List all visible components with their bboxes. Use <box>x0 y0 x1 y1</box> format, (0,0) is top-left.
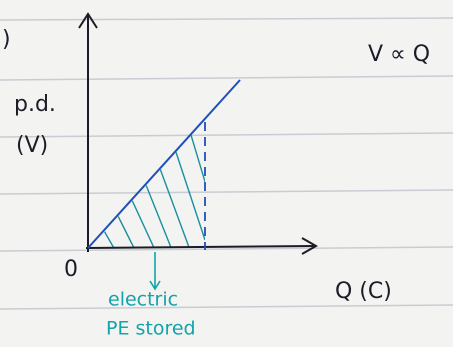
relation: V ∝ Q <box>368 42 430 67</box>
annotation: electric <box>108 289 178 311</box>
x-label: Q (C) <box>335 279 392 304</box>
note-page: ) V ∝ Q p.d. (V) 0 Q (C) electric PE sto… <box>0 0 453 347</box>
pointer-arrow <box>150 252 160 289</box>
annotation: PE stored <box>106 318 196 340</box>
bracket: ) <box>2 27 11 52</box>
y-label: p.d. <box>14 92 56 117</box>
origin-label: 0 <box>64 257 78 282</box>
y-label: (V) <box>16 133 48 158</box>
proportional-line <box>88 80 240 248</box>
hatching <box>95 125 215 250</box>
